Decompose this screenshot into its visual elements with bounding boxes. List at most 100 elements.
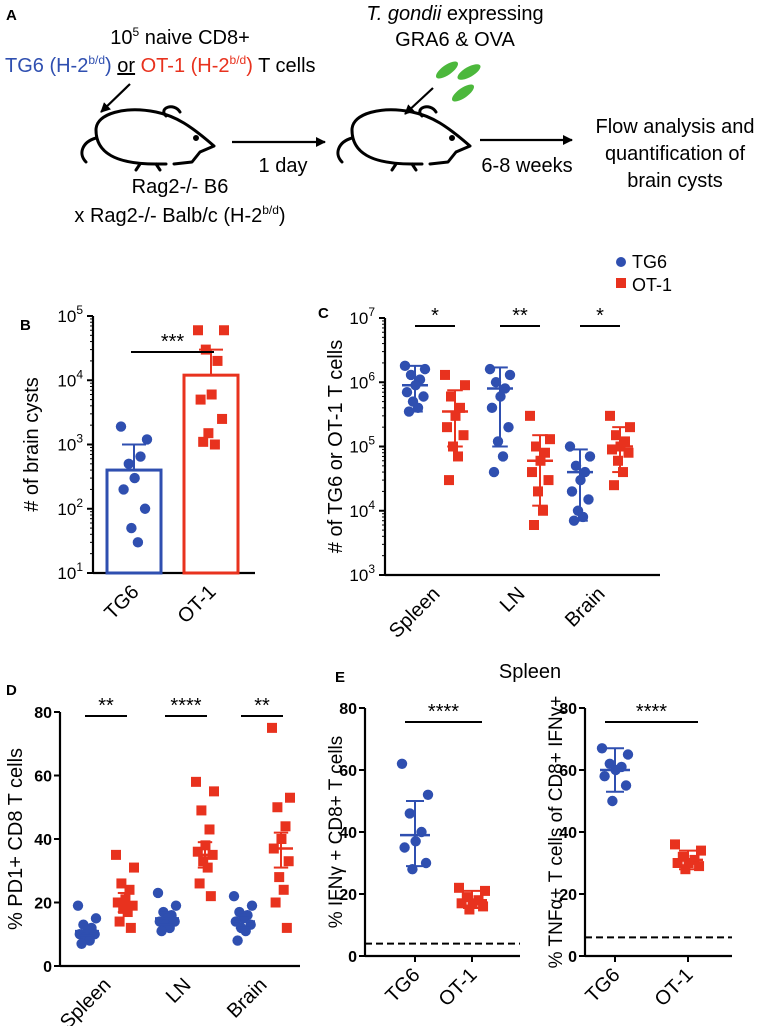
y-tick-label: 0 [43,959,52,976]
y-tick-label: 107 [349,305,375,328]
panel-b-chart: 101 102 103 104 105 # of brain cysts TG6 OT-1 **… [21,303,255,628]
data-point [114,916,125,927]
data-point [281,922,292,933]
data-point [195,394,206,405]
data-point [609,480,619,491]
data-point [694,861,705,872]
data-point [192,846,203,857]
y-tick-label: 20 [339,887,357,904]
data-point [453,451,463,462]
data-point [194,878,205,889]
data-point [444,475,454,486]
step-1-label: 1 day [259,155,308,177]
panel-e-tnfa-chart: 0 20 40 60 80% TNFα+ T cells of CD8+ IFNγ+ TG… [546,696,732,1011]
data-point [625,422,635,433]
data-point [124,884,135,895]
data-point [135,451,146,462]
y-tick-label: 60 [339,763,357,780]
data-point [126,522,137,534]
data-point [232,935,243,946]
outcome-line-3: brain cysts [627,170,723,192]
data-point [458,430,469,441]
data-point [141,434,153,445]
data-point [404,808,415,819]
tg6-cell-label: TG6 (H-2 [5,55,88,77]
bar [105,468,163,575]
y-tick-label: 40 [559,825,577,842]
panel-label-d: D [6,682,17,699]
inject-arrow-1 [100,83,131,113]
significance-label: **** [636,701,667,723]
data-point [219,325,229,336]
legend-ot1-label: OT-1 [632,275,672,295]
host-line-2: x Rag2-/- Balb/c (H-2b/d) [74,203,285,227]
data-point [204,824,215,835]
x-tick-label: TG6 [100,581,143,624]
data-point [613,455,623,466]
data-point [503,421,514,433]
data-point [442,422,452,433]
legend: TG6 OT-1 [616,252,672,295]
legend-tg6-marker [616,257,626,267]
data-point [583,494,594,505]
legend-tg6-label: TG6 [632,252,667,272]
data-point [440,369,450,380]
infection-arrow [404,87,434,115]
data-point [607,795,618,807]
data-point [620,436,630,447]
data-point [198,856,209,867]
y-tick-label: 40 [34,832,52,849]
data-point [280,821,291,832]
host-line-1: Rag2-/- B6 [132,176,229,198]
data-point [156,925,167,937]
data-point [596,743,608,754]
y-axis-label: % PD1+ CD8 T cells [5,748,27,930]
data-point [418,391,429,402]
y-tick-label: 103 [349,562,375,585]
data-point [401,387,413,398]
data-point [127,900,138,911]
data-point [486,402,498,414]
data-point [193,325,203,336]
x-tick-label: LN [162,974,196,1008]
data-point [212,355,223,366]
data-point [622,749,634,760]
panel-label-e: E [335,669,345,686]
y-tick-label: 105 [349,434,375,457]
data-point [115,421,127,432]
data-point [129,472,140,484]
data-point [504,369,516,381]
data-point [696,845,706,856]
y-tick-label: 103 [57,432,83,455]
data-point [497,451,509,462]
significance-label: ** [98,695,114,717]
data-point [272,802,283,813]
data-point [533,486,543,497]
data-point [599,771,610,782]
panel-c-chart: 103 104 105 106 107# of TG6 or OT-1 T cells S… [325,305,660,643]
panel-d-chart: 0 20 40 60 80 % PD1+ CD8 T cells Spleen LN Brain… [5,695,300,1026]
injection-line-2: TG6 (H-2b/d) or OT-1 (H-2b/d) T cells [5,53,316,77]
step-2-label: 6-8 weeks [481,155,572,177]
data-point [152,887,164,899]
data-point [456,898,467,909]
y-axis-label: # of brain cysts [21,377,43,512]
mouse-icon-2 [336,105,472,172]
data-point [205,891,216,902]
y-axis-label: # of TG6 or OT-1 T cells [325,340,347,553]
data-point [90,913,102,924]
panel-a-schematic: A 105 naive CD8+ TG6 (H-2b/d) or OT-1 (H… [5,3,754,227]
x-tick-label: OT-1 [651,964,698,1011]
data-point [270,897,281,908]
data-point [584,451,596,462]
y-tick-label: 80 [339,701,357,718]
x-tick-label: OT-1 [435,964,482,1011]
y-tick-label: 101 [57,560,83,583]
data-point [422,789,434,800]
outcome-line-2: quantification of [605,143,746,165]
data-point [605,410,615,421]
y-tick-label: 0 [348,949,357,966]
data-point [196,805,207,816]
y-tick-label: 80 [34,705,52,722]
outcome-line-1: Flow analysis and [596,116,755,138]
